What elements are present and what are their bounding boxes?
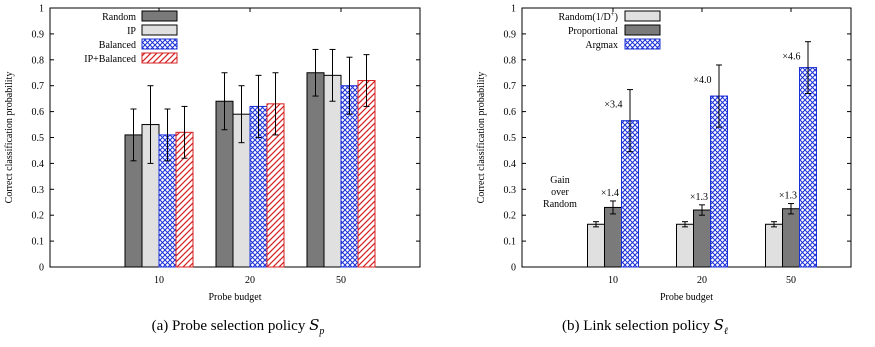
proportional-gain-label: ×1.3 [779, 191, 797, 202]
legend-swatch [141, 24, 178, 36]
y-tick-label: 0.6 [504, 107, 517, 118]
gain-label: over [551, 187, 569, 198]
y-tick-label: 0.7 [32, 81, 45, 92]
legend-label: Balanced [99, 40, 136, 51]
y-tick-label: 0.2 [32, 211, 45, 222]
y-tick-label: 1 [39, 4, 44, 15]
bar [676, 223, 694, 268]
y-axis-label: Correct classification probability [4, 72, 15, 204]
bar [799, 67, 817, 268]
legend-swatch [624, 10, 661, 22]
bar [604, 206, 622, 268]
y-tick-label: 0.9 [32, 29, 45, 40]
x-tick-label: 50 [336, 275, 346, 286]
x-tick-label: 10 [608, 275, 618, 286]
legend-swatch [141, 38, 178, 50]
bar [693, 209, 711, 268]
y-tick-label: 0.2 [504, 211, 517, 222]
bar [587, 223, 605, 268]
y-tick-label: 0.5 [504, 133, 517, 144]
y-tick-label: 0.3 [32, 185, 45, 196]
bar [306, 72, 325, 268]
x-tick-label: 20 [697, 275, 707, 286]
x-tick-label: 50 [786, 275, 796, 286]
y-tick-label: 0.1 [504, 237, 517, 248]
y-tick-label: 0.6 [32, 107, 45, 118]
bar [323, 74, 342, 268]
x-axis-label: Probe budget [208, 292, 261, 303]
x-axis-label: Probe budget [660, 292, 713, 303]
chart-panel-a: 0 0.1 0.2 0.3 0.4 0.5 0.6 0.7 0.8 0.9 1 10 20 50 Probe… [4, 4, 421, 337]
argmax-gain-label: ×4.0 [693, 75, 711, 86]
gain-label: Gain [550, 175, 569, 186]
proportional-gain-label: ×1.3 [690, 192, 708, 203]
legend-swatch [141, 52, 178, 64]
legend-swatch [624, 24, 661, 36]
figure-caption: (b) Link selection policy Sℓ [562, 316, 728, 337]
y-tick-label: 0.9 [504, 29, 517, 40]
legend-label: Proportional [568, 26, 618, 37]
y-tick-label: 1 [511, 4, 516, 15]
legend-label: IP+Balanced [84, 54, 136, 65]
y-axis-label: Correct classification probability [476, 72, 487, 204]
y-tick-label: 0.4 [32, 159, 45, 170]
legend-label: IP [127, 26, 136, 37]
legend-label: Random [102, 12, 136, 23]
y-tick-label: 0 [511, 263, 516, 274]
chart-panel-b: 0 0.1 0.2 0.3 0.4 0.5 0.6 0.7 0.8 0.9 1 10 20 50 Probe… [476, 4, 852, 337]
argmax-gain-label: ×4.6 [782, 52, 800, 63]
legend-swatch [141, 10, 178, 22]
argmax-gain-label: ×3.4 [604, 100, 622, 111]
y-tick-label: 0.5 [32, 133, 45, 144]
y-tick-label: 0.3 [504, 185, 517, 196]
legend-swatch [624, 38, 661, 50]
x-tick-label: 20 [245, 275, 255, 286]
gain-label: Random [543, 199, 577, 210]
bar [357, 80, 376, 268]
figure-caption: (a) Probe selection policy Sp [152, 316, 325, 337]
legend-label: Random(1/D+) [558, 10, 618, 23]
y-tick-label: 0 [39, 263, 44, 274]
x-tick-label: 10 [154, 275, 164, 286]
legend-label: Argmax [585, 40, 618, 51]
y-tick-label: 0.1 [32, 237, 45, 248]
proportional-gain-label: ×1.4 [601, 188, 619, 199]
y-tick-label: 0.8 [504, 55, 517, 66]
y-tick-label: 0.8 [32, 55, 45, 66]
y-tick-label: 0.7 [504, 81, 517, 92]
bar [782, 208, 800, 268]
y-tick-label: 0.4 [504, 159, 517, 170]
bar [765, 223, 783, 268]
